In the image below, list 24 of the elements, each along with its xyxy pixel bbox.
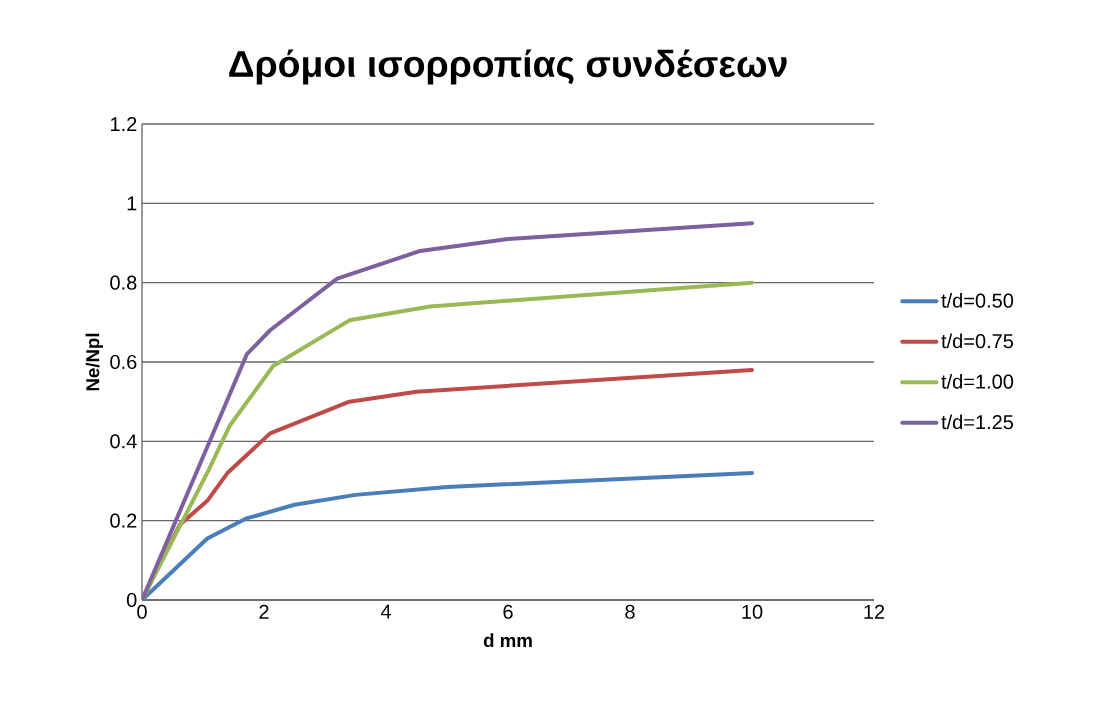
legend-label: t/d=1.00 <box>941 374 1014 389</box>
x-tick-label: 10 <box>742 604 763 619</box>
y-tick-label: 0.4 <box>110 434 137 449</box>
x-axis-title: d mm <box>483 633 532 648</box>
chart-title: Δρόμοι ισορροπίας συνδέσεων <box>229 49 787 85</box>
legend-label: t/d=0.75 <box>941 333 1014 349</box>
legend-label: t/d=1.25 <box>941 414 1014 430</box>
y-tick-label: 0.8 <box>110 275 137 290</box>
x-tick-label: 8 <box>625 604 635 619</box>
x-tick-label: 4 <box>380 604 391 619</box>
line-series <box>142 221 755 600</box>
y-axis-title: Ne/Npl <box>85 333 103 391</box>
x-tick-label: 12 <box>864 604 885 619</box>
line-series <box>142 471 755 600</box>
legend-label: t/d=0.50 <box>941 293 1014 308</box>
x-tick-label: 6 <box>503 604 513 619</box>
y-tick-label: 0.6 <box>110 354 137 370</box>
y-tick-label: 0.2 <box>110 513 137 528</box>
y-tick-label: 1 <box>127 196 137 211</box>
y-tick-label: 0 <box>126 592 137 608</box>
y-tick-label: 1.2 <box>111 117 137 131</box>
x-tick-label: 0 <box>137 604 147 619</box>
x-tick-label: 2 <box>259 604 269 619</box>
line-series <box>142 280 755 600</box>
